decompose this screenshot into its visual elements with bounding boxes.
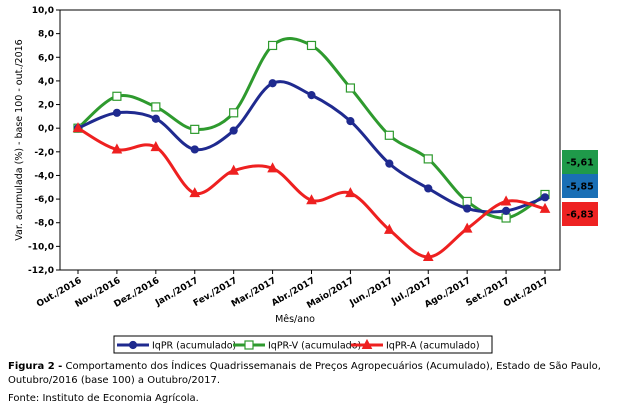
data-point [267,162,278,173]
y-tick-label: -8,0 [34,219,54,229]
data-point [267,40,278,51]
y-tick-label: 4,0 [38,77,54,87]
y-tick-label: 6,0 [38,53,54,63]
chart: 10,0 8,0 6,0 4,0 2,0 0,0 -2,0 -4,0 -6,0 -8,0 -10,0… [14,6,598,354]
data-point [501,213,511,223]
plot-area [59,9,561,271]
data-point [72,122,84,133]
x-axis-title: Mês/ano [275,314,315,325]
figure-caption: Figura 2 - Comportamento dos Índices Qua… [8,360,613,388]
data-point [112,108,122,117]
data-point [540,193,550,202]
data-point [422,250,434,261]
y-axis-title: Var. acumulada (%) - base 100 - out./201… [14,39,25,240]
data-point [190,145,199,154]
data-point [306,40,317,51]
data-point [229,126,238,135]
data-point [423,154,433,164]
end-value-label: -5,85 [566,182,593,193]
caption-label: Figura 2 - [8,361,63,372]
end-value-label: -5,61 [566,158,593,169]
legend-label: IqPR-A (acumulado) [386,341,480,352]
data-point [462,196,472,207]
legend-label: IqPR-V (acumulado) [268,341,361,352]
y-tick-label: -10,0 [28,242,54,252]
data-point [190,124,200,134]
legend-marker [244,340,254,350]
x-tick-label: Jun./2017 [347,276,394,309]
end-value-label: -6,83 [566,210,593,221]
data-point [189,187,201,198]
data-point [228,164,239,175]
y-tick-label: 8,0 [38,30,54,40]
legend-marker [128,340,138,350]
data-point [306,194,317,205]
data-point [112,91,122,101]
data-point [346,116,355,126]
legend-box [113,335,493,354]
data-point [500,195,512,206]
data-point [501,206,511,216]
data-point [539,202,551,213]
y-tick-label: 0,0 [38,124,54,134]
legend-label: IqPR (acumulado) [152,341,236,352]
data-point [424,184,433,193]
data-point [151,102,161,112]
y-tick-label: -2,0 [34,148,54,158]
source-note: Fonte: Instituto de Economia Agrícola. [8,393,199,404]
data-point [345,187,356,198]
data-point [384,223,395,234]
y-tick-label: 2,0 [38,101,54,111]
y-tick-label: -12,0 [28,266,54,276]
data-point [385,159,394,168]
data-point [150,141,162,152]
end-value-badge [562,202,598,226]
data-point [307,90,316,100]
data-point [229,108,239,118]
data-point [111,143,123,154]
data-point [268,79,277,88]
end-value-badge [562,174,598,198]
data-point [463,204,472,213]
data-point [461,222,473,233]
y-tick-label: -4,0 [34,171,54,181]
end-value-badge [562,150,598,174]
caption-text: Comportamento dos Índices Quadrissemanai… [8,361,601,386]
data-point [384,130,394,140]
y-tick-label: 10,0 [32,6,54,16]
data-point [151,114,160,123]
legend-marker [361,338,373,349]
y-tick-label: -6,0 [34,195,54,205]
data-point [345,83,356,93]
